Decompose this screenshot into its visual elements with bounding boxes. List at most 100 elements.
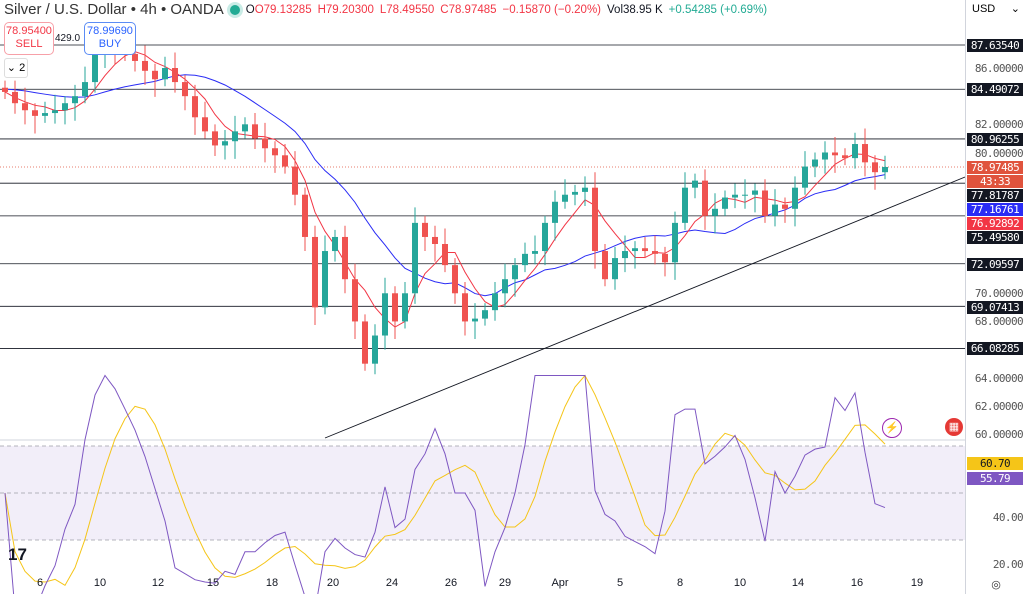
- candle: [342, 236, 348, 280]
- date-tick: 16: [850, 577, 864, 589]
- price-tick: 64.00000: [974, 371, 1024, 385]
- date-tick: 5: [616, 577, 624, 589]
- level-label: 80.96255: [967, 132, 1023, 146]
- chevron-down-icon: ⌄: [1010, 3, 1020, 15]
- candle: [732, 194, 738, 198]
- candle: [882, 166, 888, 173]
- candle: [322, 251, 328, 308]
- buy-button[interactable]: 78.99690 BUY: [84, 22, 136, 55]
- candle: [512, 265, 518, 280]
- candle: [192, 96, 198, 118]
- chart-header: Silver / U.S. Dollar • 4h • OANDA OO79.1…: [4, 1, 768, 18]
- date-tick: 14: [791, 577, 805, 589]
- candle: [302, 194, 308, 237]
- candle: [582, 187, 588, 192]
- candle: [252, 124, 258, 139]
- candle: [562, 194, 568, 202]
- currency-select[interactable]: USD ⌄: [968, 0, 1024, 18]
- sell-button[interactable]: 78.95400 SELL: [4, 22, 54, 55]
- candle: [412, 222, 418, 294]
- tradingview-logo: 17: [8, 545, 27, 564]
- fast-ma-label: 76.92892: [967, 216, 1023, 230]
- candle: [522, 253, 528, 266]
- candle: [752, 190, 758, 195]
- price-tick: 70.00000: [974, 287, 1024, 301]
- candle: [392, 293, 398, 322]
- settings-icon[interactable]: ◎: [991, 579, 1001, 591]
- candle: [722, 197, 728, 209]
- date-tick: 20: [326, 577, 340, 589]
- candle: [382, 293, 388, 336]
- candle: [792, 187, 798, 209]
- date-tick: 10: [93, 577, 107, 589]
- candle: [462, 293, 468, 322]
- level-label: 69.07413: [967, 301, 1023, 315]
- candle: [42, 113, 48, 116]
- candle: [82, 82, 88, 97]
- rsi-tick: 20.00: [992, 558, 1024, 571]
- candle: [262, 138, 268, 149]
- close-value: C78.97485: [440, 3, 497, 16]
- change-value: −0.15870 (−0.20%): [502, 3, 602, 16]
- price-tick: 82.00000: [974, 118, 1024, 132]
- date-tick: Apr: [551, 577, 569, 589]
- indicators-toggle[interactable]: ⌄ 2: [4, 58, 28, 78]
- spread: 429.0: [55, 33, 81, 44]
- slow-ma-line: [4, 74, 886, 297]
- candle: [62, 103, 68, 111]
- price-chart[interactable]: [0, 0, 965, 594]
- high-value: H79.20300: [317, 3, 374, 16]
- last-price-label: 78.97485: [967, 160, 1023, 174]
- symbol-title[interactable]: Silver / U.S. Dollar • 4h • OANDA: [4, 1, 224, 18]
- candle: [592, 187, 598, 252]
- candle: [822, 152, 828, 160]
- open-value: O79.13285: [254, 3, 312, 16]
- volume-change: +0.54285 (+0.69%): [668, 3, 768, 16]
- candle: [612, 258, 618, 280]
- candle: [142, 60, 148, 71]
- candle: [452, 265, 458, 294]
- indicator-count: 2: [19, 62, 26, 74]
- fast-ma-line: [4, 51, 886, 328]
- candle: [662, 253, 668, 263]
- sell-price: 78.95400: [6, 25, 52, 37]
- candle: [572, 191, 578, 195]
- volume-value: Vol38.95 K: [607, 3, 663, 16]
- candle: [162, 68, 168, 80]
- candle: [502, 279, 508, 294]
- us-flag-event-icon[interactable]: ▦: [945, 418, 963, 436]
- candle: [12, 91, 18, 104]
- candle: [532, 251, 538, 254]
- candle: [762, 190, 768, 216]
- slow-ma-label: 77.16761: [967, 202, 1023, 216]
- candle: [92, 53, 98, 83]
- candle: [22, 103, 28, 111]
- candle: [292, 166, 298, 195]
- candle: [812, 159, 818, 167]
- candle: [482, 310, 488, 319]
- lightning-icon[interactable]: ⚡: [882, 418, 902, 438]
- candle: [202, 117, 208, 132]
- price-axis[interactable]: 86.00000 82.00000 80.00000 70.00000 68.00000…: [965, 0, 1024, 594]
- candle: [272, 148, 278, 156]
- level-label: 75.49580: [967, 230, 1023, 244]
- candle: [602, 251, 608, 280]
- candle: [222, 141, 228, 146]
- date-tick: 19: [910, 577, 924, 589]
- candle: [632, 248, 638, 252]
- candle: [52, 110, 58, 114]
- candle: [682, 187, 688, 223]
- level-label: 66.08285: [967, 342, 1023, 356]
- candle: [832, 152, 838, 156]
- trendline: [324, 176, 965, 439]
- level-label: 72.09597: [967, 257, 1023, 271]
- candle: [372, 335, 378, 364]
- candle: [772, 204, 778, 216]
- price-tick: 80.00000: [974, 146, 1024, 160]
- candle: [362, 321, 368, 364]
- date-tick: 24: [385, 577, 399, 589]
- candle: [32, 110, 38, 116]
- candle: [802, 166, 808, 188]
- candle: [402, 293, 408, 322]
- date-tick: 26: [444, 577, 458, 589]
